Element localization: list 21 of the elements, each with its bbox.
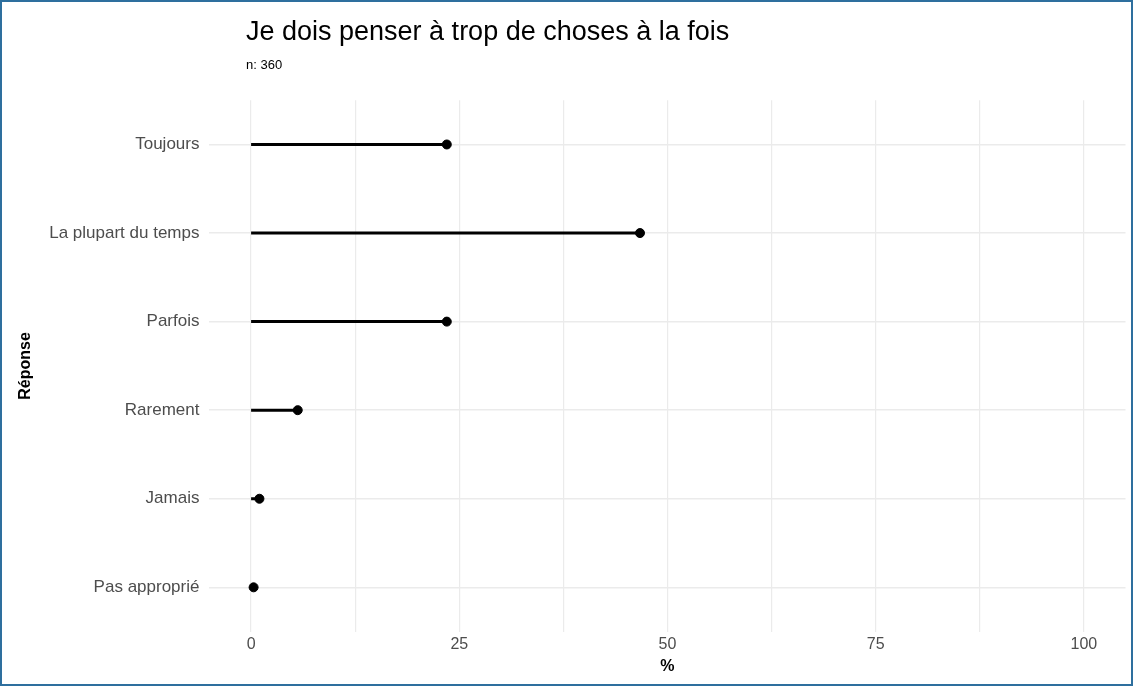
y-tick-label: Pas approprié: [93, 577, 200, 596]
point: [635, 228, 645, 239]
x-tick-label: 0: [246, 634, 256, 652]
x-tick-label: 100: [1070, 634, 1098, 652]
point: [441, 316, 452, 327]
point: [248, 582, 259, 593]
point: [441, 139, 452, 150]
x-tick-label: 25: [450, 634, 469, 652]
y-tick-label: Jamais: [145, 488, 200, 508]
point: [292, 405, 303, 416]
chart-title: Je dois penser à trop de choses à la fois: [246, 16, 730, 47]
point: [254, 493, 265, 504]
y-axis-title: Réponse: [16, 332, 34, 400]
chart-subtitle: n: 360: [246, 57, 283, 72]
y-tick-label: Toujours: [135, 134, 200, 154]
x-tick-label: 50: [658, 634, 677, 652]
y-tick-label: Rarement: [124, 399, 200, 419]
y-tick-label: Parfois: [146, 311, 200, 331]
x-axis-title: %: [660, 656, 675, 674]
x-tick-label: 75: [866, 634, 885, 652]
y-tick-label: La plupart du temps: [49, 222, 200, 242]
